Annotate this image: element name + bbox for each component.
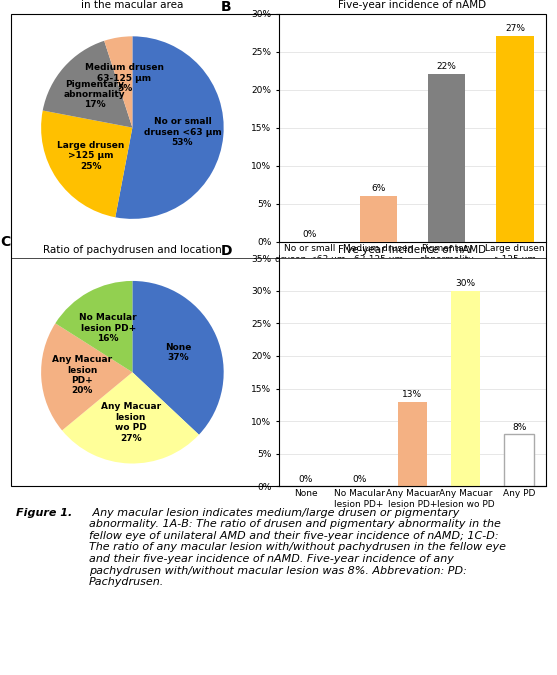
Text: 22%: 22% (437, 62, 457, 72)
Wedge shape (41, 323, 133, 431)
Bar (428, 74, 466, 242)
Text: 30%: 30% (456, 279, 476, 288)
Wedge shape (55, 281, 133, 372)
Wedge shape (115, 36, 224, 219)
Text: 6%: 6% (371, 184, 385, 193)
Text: Any Macuar
lesion
PD+
20%: Any Macuar lesion PD+ 20% (52, 355, 113, 396)
Bar (359, 196, 397, 242)
Text: C: C (0, 236, 10, 249)
Text: Large drusen
>125 μm
25%: Large drusen >125 μm 25% (57, 141, 125, 171)
Wedge shape (104, 36, 133, 128)
Text: Medium drusen
63-125 μm
5%: Medium drusen 63-125 μm 5% (85, 63, 164, 93)
Text: 0%: 0% (303, 230, 317, 239)
Wedge shape (43, 40, 133, 128)
Text: 13%: 13% (402, 390, 423, 399)
Wedge shape (62, 372, 199, 464)
Text: Pigmentary
abnormality
17%: Pigmentary abnormality 17% (64, 80, 125, 109)
Text: Any macular lesion indicates medium/large drusen or pigmentary
abnormality. 1A-B: Any macular lesion indicates medium/larg… (89, 508, 506, 587)
Text: 8%: 8% (512, 423, 526, 431)
Text: 27%: 27% (505, 24, 525, 33)
Bar (505, 434, 534, 486)
Title: Five-year incidence of nAMD: Five-year incidence of nAMD (339, 0, 487, 10)
Text: B: B (221, 0, 231, 14)
Bar (398, 402, 427, 486)
Text: No or small
drusen <63 μm
53%: No or small drusen <63 μm 53% (144, 117, 221, 147)
Title: Five-year Incidence of nAMD: Five-year Incidence of nAMD (339, 244, 487, 254)
Text: Any Macuar
lesion
wo PD
27%: Any Macuar lesion wo PD 27% (101, 402, 161, 443)
Text: None
37%: None 37% (165, 343, 192, 362)
Text: Figure 1.: Figure 1. (17, 508, 73, 518)
Wedge shape (41, 111, 133, 217)
Title: Ratio of pachydrusen and location: Ratio of pachydrusen and location (43, 244, 222, 254)
Text: 0%: 0% (352, 475, 367, 484)
Text: 0%: 0% (299, 475, 313, 484)
Text: No Macular
lesion PD+
16%: No Macular lesion PD+ 16% (80, 313, 137, 343)
Title: Ratio of drusen and pigmentary abnormality
in the macular area: Ratio of drusen and pigmentary abnormali… (16, 0, 248, 10)
Wedge shape (133, 281, 224, 435)
Bar (496, 36, 534, 242)
Bar (451, 291, 481, 486)
Text: D: D (221, 244, 232, 259)
